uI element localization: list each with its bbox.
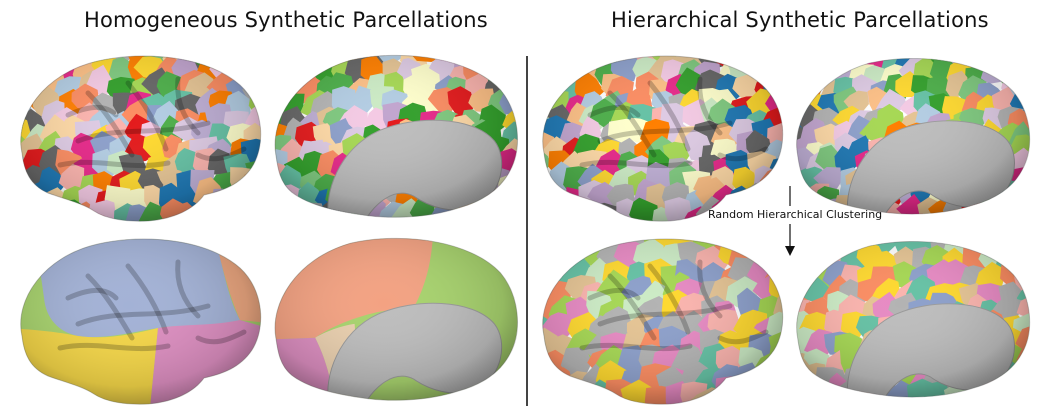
brain-medial-homogeneous-fine — [274, 54, 518, 218]
down-arrow-icon — [785, 186, 795, 256]
brain-medial-hierarchical-merged — [796, 241, 1031, 398]
right-panel-title: Hierarchical Synthetic Parcellations — [611, 8, 989, 32]
brain-medial-homogeneous-coarse — [274, 237, 518, 401]
left-panel-title: Homogeneous Synthetic Parcellations — [84, 8, 488, 32]
brain-lateral-homogeneous-fine — [20, 55, 262, 222]
brain-medial-hierarchical-fine — [796, 58, 1031, 215]
brain-lateral-hierarchical-fine — [542, 55, 784, 222]
brain-lateral-hierarchical-merged — [542, 238, 784, 405]
brain-lateral-homogeneous-coarse — [20, 238, 262, 405]
clustering-annotation: Random Hierarchical Clustering — [708, 208, 883, 221]
panel-divider — [526, 56, 528, 406]
